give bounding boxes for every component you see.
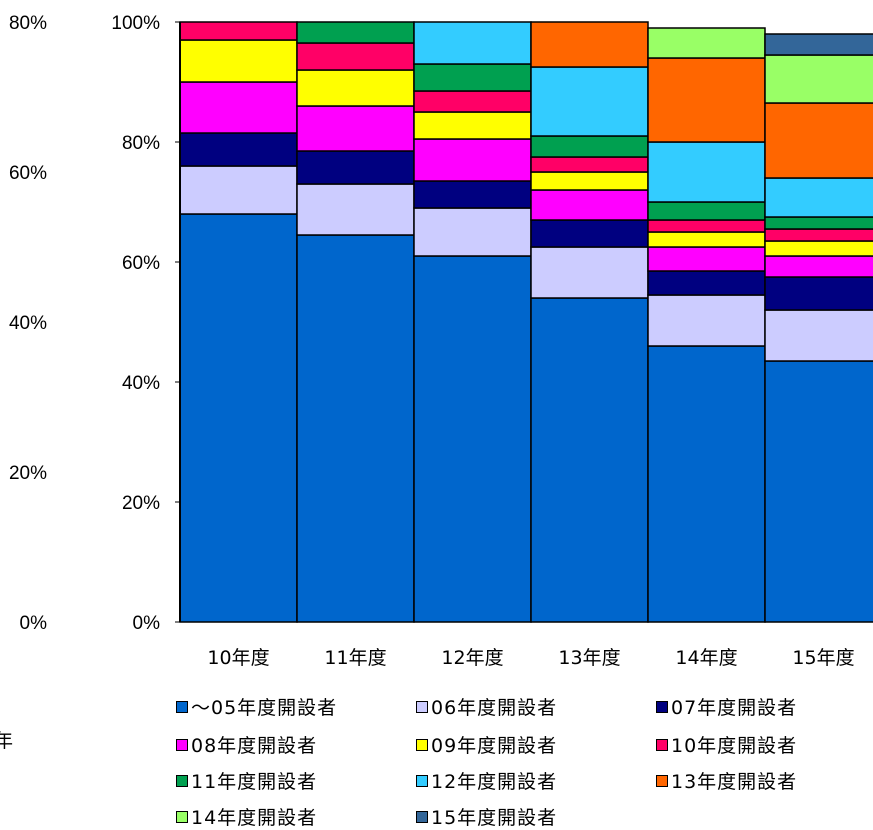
bar-segment-6-8 (764, 177, 873, 218)
x-tick-label: 15年度 (792, 647, 854, 669)
bar-segment-5-6 (647, 219, 766, 233)
bar-segment-5-10 (647, 27, 766, 59)
left-axis-label: 40% (9, 313, 47, 334)
bar-segment-2-4 (296, 105, 415, 152)
left-axis-label: 80% (9, 13, 47, 34)
bar-segment-6-4 (764, 255, 873, 278)
bar-segment-2-2 (296, 183, 415, 236)
y-tick-label: 100% (111, 13, 160, 34)
bar-segment-2-5 (296, 69, 415, 107)
bar-segment-3-6 (413, 90, 532, 113)
bar-segment-5-8 (647, 141, 766, 203)
bar-segment-1-2 (179, 165, 298, 215)
y-tick-label: 0% (133, 613, 161, 634)
bar-segment-2-1 (296, 234, 415, 623)
bar-segment-3-2 (413, 207, 532, 257)
bar-segment-1-3 (179, 132, 298, 167)
left-axis-label: 0% (20, 613, 48, 634)
bar-segment-6-10 (764, 54, 873, 104)
y-tick-label: 60% (122, 253, 160, 274)
x-tick-label: 12年度 (441, 647, 503, 669)
left-axis-label: 60% (9, 163, 47, 184)
x-axis-labels: 10年度 11年度 12年度 13年度 14年度 15年度 (207, 647, 854, 669)
y-tick-label: 20% (122, 493, 160, 514)
bar-segment-6-1 (764, 360, 873, 623)
bar-segment-5-7 (647, 201, 766, 221)
bar-segment-6-5 (764, 240, 873, 257)
bar-segment-4-5 (530, 171, 649, 191)
bar-segment-1-5 (179, 39, 298, 83)
bar-segment-2-6 (296, 42, 415, 71)
bar-segment-5-1 (647, 345, 766, 623)
bar-segment-4-8 (530, 66, 649, 137)
left-axis-label: 20% (9, 463, 47, 484)
x-tick-label: 10年度 (207, 647, 269, 669)
bar-segment-1-1 (179, 213, 298, 623)
y-tick-label: 80% (122, 133, 160, 154)
left-axis-labels: 0% 20% 40% 60% 80% (9, 13, 47, 634)
bar-segment-1-6 (179, 21, 298, 41)
bar-segment-3-5 (413, 111, 532, 140)
bar-segment-2-3 (296, 150, 415, 185)
bar-segment-3-7 (413, 63, 532, 92)
bar-segment-2-7 (296, 21, 415, 44)
bar-segment-5-9 (647, 57, 766, 143)
bar-segment-6-11 (764, 33, 873, 56)
bar-segment-6-7 (764, 216, 873, 230)
bar-segment-4-4 (530, 189, 649, 221)
bar-segment-4-3 (530, 219, 649, 248)
bar-segment-6-2 (764, 309, 873, 362)
x-tick-label: 11年度 (324, 647, 386, 669)
bar-segment-3-1 (413, 255, 532, 623)
bar-segment-6-3 (764, 276, 873, 311)
y-axis-ticks: 0% 20% 40% 60% 80% 100% (111, 13, 180, 634)
bar-segment-4-6 (530, 156, 649, 173)
bar-segment-4-1 (530, 297, 649, 623)
bar-segment-1-4 (179, 81, 298, 134)
bar-segment-6-6 (764, 228, 873, 242)
bar-segment-3-8 (413, 21, 532, 65)
x-tick-label: 14年度 (675, 647, 737, 669)
bar-segment-5-4 (647, 246, 766, 272)
bar-segment-5-2 (647, 294, 766, 347)
page-fragment-text: 年 (0, 730, 13, 752)
y-tick-label: 40% (122, 373, 160, 394)
x-tick-label: 13年度 (558, 647, 620, 669)
bars (179, 21, 873, 623)
bar-segment-5-3 (647, 270, 766, 296)
bar-segment-6-9 (764, 102, 873, 179)
bar-segment-4-7 (530, 135, 649, 158)
bar-segment-3-4 (413, 138, 532, 182)
bar-segment-3-3 (413, 180, 532, 209)
bar-segment-4-2 (530, 246, 649, 299)
bar-segment-4-9 (530, 21, 649, 68)
bar-segment-5-5 (647, 231, 766, 248)
